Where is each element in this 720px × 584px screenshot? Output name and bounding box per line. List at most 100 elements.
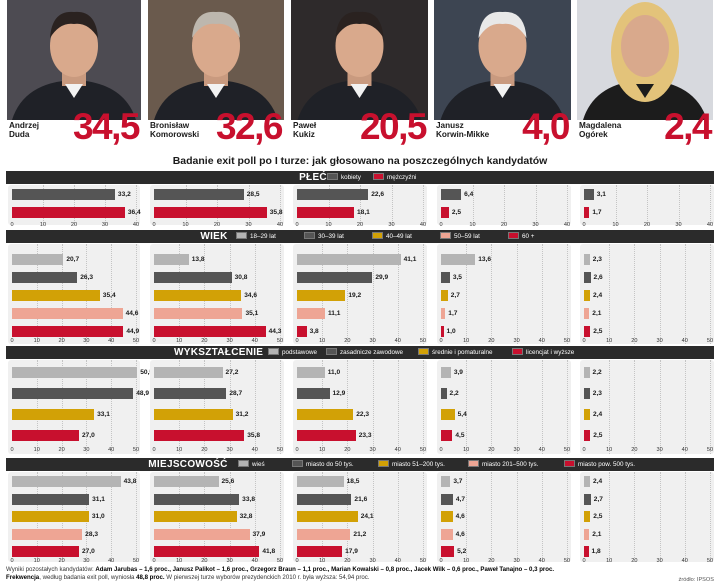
bar [12, 388, 134, 399]
candidate-photo [148, 0, 284, 120]
legend-item: podstawowe [268, 348, 317, 357]
bar [12, 326, 124, 337]
bar [154, 409, 233, 420]
bar [441, 476, 451, 487]
bar [441, 493, 453, 505]
chart-panel: 3,1 1,7 [580, 185, 714, 225]
gridline [360, 185, 361, 225]
bar [584, 207, 590, 218]
portrait-image [434, 0, 571, 120]
axis-tick-label: 50 [132, 447, 140, 453]
bar-value-label: 35,8 [247, 432, 261, 439]
chart-panel: 22,6 18,1 [293, 185, 427, 225]
axis-tick-label: 40 [706, 222, 714, 228]
chart-panel: 50,5 48,9 33,1 27,0 [8, 360, 153, 454]
bar [441, 326, 444, 337]
bar [12, 272, 78, 283]
bar [297, 326, 307, 337]
section-header-miejscowosc: MIEJSCOWOŚĆ wieś miasto do 50 tys. miasto 5… [6, 458, 714, 471]
axis-tick-label: 20 [70, 222, 78, 228]
footnote-line-2: Frekwencja, według badania exit poll, wy… [6, 574, 370, 581]
axis-tick-label: 40 [538, 338, 545, 344]
legend-swatch [326, 348, 337, 355]
axis-tick-label: 0 [152, 447, 156, 453]
legend-swatch [418, 348, 429, 355]
axis-tick-label: 40 [251, 338, 258, 344]
legend-label: 30–39 lat [318, 233, 344, 240]
legend-label: 18–29 lat [250, 233, 276, 240]
candidate-result: 34,5 [72, 106, 141, 147]
legend-item: 18–29 lat [236, 232, 276, 241]
candidate-last-name: Ogórek [579, 130, 608, 139]
candidate-photo [577, 0, 713, 120]
gridline [634, 244, 636, 344]
bar-value-label: 2,2 [449, 390, 459, 397]
gridline [372, 360, 374, 454]
bar-value-label: 4,6 [455, 530, 465, 538]
bar [441, 272, 450, 283]
axis-tick-label: 0 [295, 338, 299, 344]
axis-tick-label: 20 [631, 558, 638, 564]
axis-tick-label: 40 [251, 558, 258, 564]
legend-item: 50–59 lat [440, 232, 480, 241]
axis-tick-label: 30 [513, 558, 520, 564]
candidate-last-name: Komorowski [150, 130, 200, 139]
bar [584, 430, 591, 441]
bar-value-label: 2,7 [450, 292, 460, 299]
legend-item: wieś [238, 460, 265, 469]
candidate-first-name: Janusz [436, 121, 464, 130]
bar-value-label: 27,0 [81, 432, 95, 439]
bar-value-label: 50,5 [140, 369, 154, 376]
bar-value-label: 44,9 [126, 328, 140, 335]
section-title: WIEK [200, 231, 228, 242]
gridline [678, 185, 680, 225]
candidate-last-name: Korwin-Mikke [436, 130, 490, 139]
gridline [248, 185, 250, 225]
gridline [710, 472, 711, 562]
chart-panel: 20,7 26,3 35,4 44,6 44,9 [8, 244, 140, 344]
bar [584, 546, 589, 557]
section-header-plec: PŁEĆ kobiety mężczyźni [6, 171, 714, 184]
axis-tick-label: 30 [656, 447, 663, 453]
axis-tick-label: 50 [276, 558, 284, 564]
gridline [217, 185, 218, 225]
gridline [541, 244, 543, 344]
axis-tick-label: 0 [439, 558, 443, 564]
axis-tick-label: 0 [582, 338, 586, 344]
axis-tick-label: 50 [706, 338, 714, 344]
gridline [372, 472, 374, 562]
axis-tick-label: 10 [319, 558, 326, 564]
gridline [684, 472, 686, 562]
candidate-card: Paweł Kukiz 20,5 [291, 0, 428, 148]
panel-background [580, 472, 714, 562]
bar [12, 511, 89, 522]
legend-label: 50–59 lat [454, 233, 480, 240]
bar [154, 207, 267, 218]
bar [12, 254, 64, 265]
axis-tick-label: 0 [295, 222, 299, 228]
candidate-photo [434, 0, 571, 120]
axis-tick-label: 10 [606, 447, 613, 453]
bar [154, 511, 237, 522]
gridline [136, 244, 137, 344]
legend-swatch [512, 348, 523, 355]
gridline [74, 185, 75, 225]
gridline [423, 185, 424, 225]
candidate-name: Paweł Kukiz [293, 121, 353, 139]
gridline [229, 360, 231, 454]
panel-background [580, 244, 714, 344]
gridline [280, 244, 281, 344]
bar-value-label: 2,5 [593, 328, 603, 335]
bar-value-label: 27,0 [81, 548, 95, 555]
bar [584, 290, 591, 301]
legend-swatch [238, 460, 249, 467]
candidate-first-name: Andrzej [9, 121, 40, 130]
candidate-name: Bronisław Komorowski [150, 121, 210, 139]
chart-panel: 3,9 2,2 5,4 4,5 [437, 360, 571, 454]
bar-value-label: 2,6 [593, 274, 603, 281]
bar-value-label: 31,2 [235, 411, 249, 418]
axis-tick-label: 10 [606, 338, 613, 344]
axis-tick-label: 10 [319, 447, 326, 453]
chart-title: Badanie exit poll po I turze: jak głosow… [172, 155, 548, 167]
bar-value-label: 43,8 [123, 478, 137, 485]
